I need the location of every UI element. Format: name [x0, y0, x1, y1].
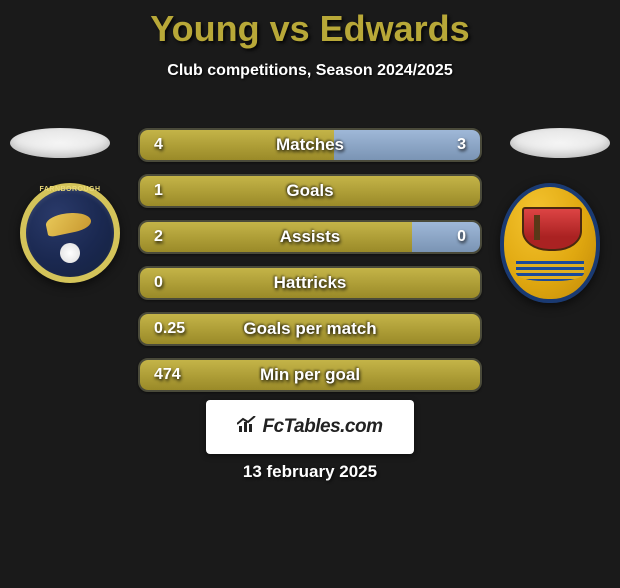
page-title: Young vs Edwards: [0, 8, 620, 50]
bar-fill-left: [140, 222, 412, 252]
stat-bar: 0.25Goals per match: [138, 312, 482, 346]
stat-bar: 0Hattricks: [138, 266, 482, 300]
player-right-avatar-placeholder: [510, 128, 610, 158]
bar-fill-left: [140, 360, 480, 390]
bar-fill-left: [140, 314, 480, 344]
stat-bar: 2Assists0: [138, 220, 482, 254]
date-label: 13 february 2025: [0, 462, 620, 482]
bar-fill-left: [140, 268, 480, 298]
stat-bar: 474Min per goal: [138, 358, 482, 392]
bar-fill-right: [412, 222, 480, 252]
stat-bar: 1Goals: [138, 174, 482, 208]
bar-fill-left: [140, 130, 334, 160]
chart-icon: [237, 416, 259, 439]
brand-badge[interactable]: FcTables.com: [206, 400, 414, 454]
stat-bar: 4Matches3: [138, 128, 482, 162]
player-left-avatar-placeholder: [10, 128, 110, 158]
comparison-bars: 4Matches3 1Goals 2Assists0 0Hattricks 0.25Go…: [138, 128, 482, 404]
club-badge-right: [500, 183, 600, 303]
brand-name: FcTables.com: [262, 416, 382, 438]
waves-icon: [516, 261, 584, 281]
club-badge-left: [20, 183, 120, 283]
bar-fill-right: [334, 130, 480, 160]
bar-fill-left: [140, 176, 480, 206]
subtitle: Club competitions, Season 2024/2025: [0, 62, 620, 80]
ball-icon: [60, 243, 80, 263]
